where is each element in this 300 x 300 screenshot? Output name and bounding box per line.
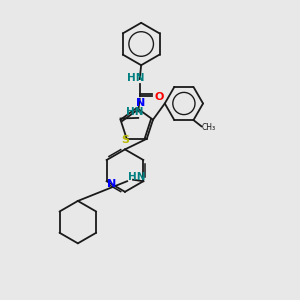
Text: HN: HN [126, 107, 143, 117]
Text: CH₃: CH₃ [202, 123, 216, 132]
Text: HN: HN [128, 172, 146, 182]
Text: N: N [136, 98, 145, 108]
Text: HN: HN [127, 73, 145, 82]
Text: N: N [107, 178, 116, 188]
Text: S: S [122, 136, 129, 146]
Text: O: O [154, 92, 164, 102]
